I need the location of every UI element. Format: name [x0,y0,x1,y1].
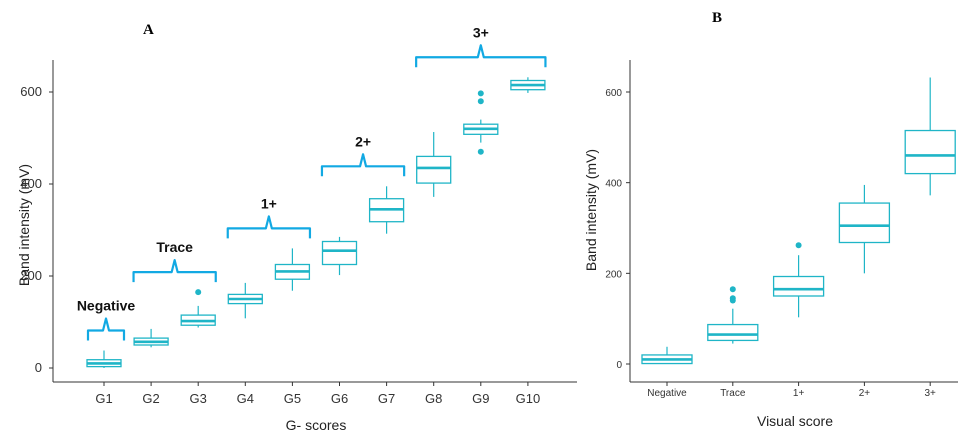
box-outlier-point [729,286,736,293]
x-tick-label: G3 [190,391,207,406]
x-tick-label: G9 [472,391,489,406]
y-axis-title: Band intensity (mV) [583,149,599,271]
x-axis-title: G- scores [286,417,347,433]
panel-a: A 0 200 400 600 G1 G2 G3 G4 G5 G6 G7 G8 G9 G10 G- score… [16,22,577,433]
y-tick-label: 400 [605,179,622,190]
box-iqr [838,202,891,244]
y-tick-label: 600 [605,88,622,99]
x-tick-label: G7 [378,391,395,406]
group-bracket [320,153,406,177]
x-tick-label: G5 [284,391,301,406]
x-tick-label: 3+ [924,388,936,399]
x-tick-label: G2 [142,391,159,406]
x-tick-label: G4 [237,391,254,406]
group-bracket [132,259,217,283]
y-tick-label: 200 [20,268,42,283]
group-bracket-label: 1+ [261,195,277,211]
y-axis-title: Band intensity (mV) [16,164,32,286]
y-tick-label: 0 [35,360,42,375]
box-iqr [321,240,358,266]
panel-label: B [712,10,722,26]
panel-label: A [143,22,154,38]
group-bracket-label: 2+ [355,133,371,149]
x-tick-label: G8 [425,391,442,406]
x-tick-label: 2+ [859,388,871,399]
group-bracket-label: Trace [156,239,193,255]
group-bracket [415,44,547,68]
box-iqr [707,323,759,342]
y-tick-label: 600 [20,84,42,99]
group-bracket-label: Negative [77,298,136,314]
x-tick-label: G10 [516,391,541,406]
box-outlier-point [477,148,484,155]
group-bracket [226,215,312,239]
y-tick-label: 0 [616,360,622,371]
box-iqr [904,129,956,175]
y-tick-label: 200 [605,269,622,280]
x-axis-title: Visual score [757,413,833,429]
group-bracket-label: 3+ [473,24,489,40]
box-outlier-point [195,289,202,296]
y-tick-label: 400 [20,176,42,191]
box-outlier-point [477,98,484,105]
box-iqr [772,275,825,297]
x-tick-label: 1+ [793,388,805,399]
group-bracket [86,317,126,341]
panel-b: B 0 200 400 600 Negative Trace 1+ 2+ 3+ Visual sco… [583,10,958,429]
x-tick-label: G6 [331,391,348,406]
x-tick-label: Negative [647,388,687,399]
box-outlier-point [477,90,484,97]
box-iqr [416,155,452,184]
x-tick-label: Trace [720,388,746,399]
x-tick-label: G1 [95,391,112,406]
box-outlier-point [795,242,802,249]
box-outlier-point [729,295,736,302]
